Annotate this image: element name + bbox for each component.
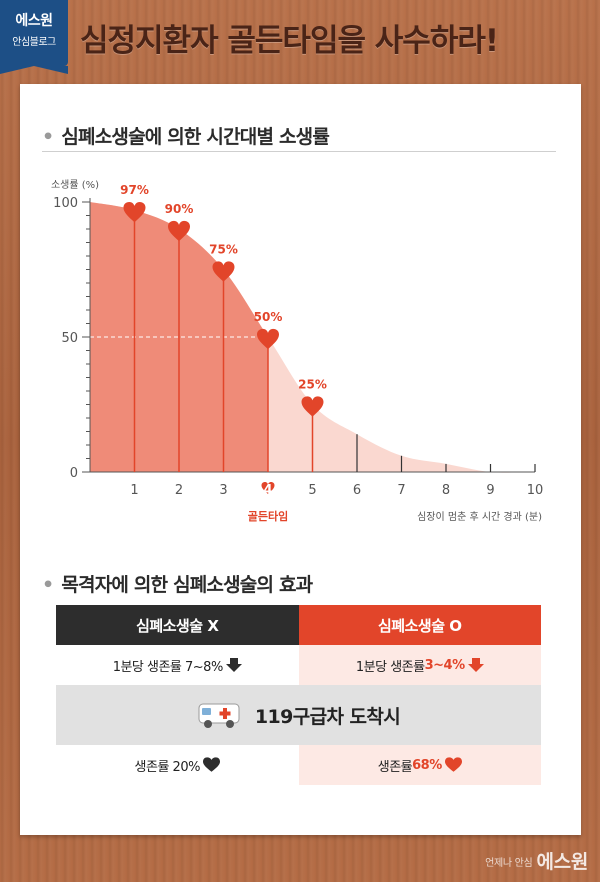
arrow-down-icon xyxy=(225,658,242,672)
ambulance-row: 119구급차 도착시 xyxy=(56,685,541,745)
infographic-card: • 심폐소생술에 의한 시간대별 소생률 0 50 100 소생률 (%) 1 2 3 4 5 6 7… xyxy=(20,84,581,835)
section-title-chart: • 심폐소생술에 의한 시간대별 소생률 xyxy=(42,122,330,149)
header-no-cpr: 심폐소생술 X xyxy=(56,605,299,645)
data-point-heart-icon xyxy=(257,328,279,350)
data-label: 75% xyxy=(209,243,238,257)
x-axis-label: 심장이 멈춘 후 시간 경과 (분) xyxy=(417,510,542,523)
survival-chart: 0 50 100 소생률 (%) 1 2 3 4 5 6 7 8 9 10 골든타임 심장이 멈춘 후 시간 … xyxy=(51,179,544,523)
footer-brand: 언제나 안심 에스원 xyxy=(485,847,588,874)
golden-time-heart-icon xyxy=(261,482,275,494)
header-cpr: 심폐소생술 O xyxy=(298,605,541,645)
data-label: 90% xyxy=(165,202,194,216)
bullet-icon: • xyxy=(42,574,54,596)
no-cpr-survival-text: 생존률 20% xyxy=(134,759,201,775)
cell-no-cpr-survival: 생존률 20% xyxy=(56,745,299,785)
page-title: 심정지환자 골든타임을 사수하라! xyxy=(80,23,499,59)
x-tick-label: 8 xyxy=(442,483,450,498)
cpr-rate-value: 3~4% xyxy=(424,657,466,673)
cpr-survival-prefix: 생존률 xyxy=(377,759,413,775)
table-header-row: 심폐소생술 X 심폐소생술 O xyxy=(56,605,541,645)
golden-time-label: 골든타임 xyxy=(248,509,288,523)
bullet-icon: • xyxy=(42,126,54,148)
data-point-heart-icon xyxy=(123,201,146,223)
x-tick-label: 4 xyxy=(263,483,272,498)
section-title-table-text: 목격자에 의한 심폐소생술의 효과 xyxy=(61,574,313,596)
cpr-rate-prefix: 1분당 생존률 xyxy=(355,659,425,675)
data-label: 50% xyxy=(254,310,283,324)
cell-cpr-survival: 생존률 68% xyxy=(298,745,541,785)
x-tick-label: 3 xyxy=(219,483,227,498)
cpr-survival-value: 68% xyxy=(412,757,442,773)
arrow-down-icon xyxy=(467,658,484,672)
x-tick-label: 6 xyxy=(353,483,361,498)
data-label: 97% xyxy=(120,183,149,197)
cell-cpr-rate: 1분당 생존률 3~4% xyxy=(298,645,541,685)
data-label: 25% xyxy=(298,378,327,392)
badge-brand: 에스원 xyxy=(15,13,53,29)
x-tick-label: 9 xyxy=(486,483,494,498)
comparison-table: 심폐소생술 X 심폐소생술 O 1분당 생존률 7~8% 1분당 생존률 3~4… xyxy=(56,605,541,785)
divider xyxy=(42,151,556,152)
heart-icon xyxy=(202,757,220,772)
x-tick-label: 10 xyxy=(527,483,544,498)
no-cpr-rate-text: 1분당 생존률 7~8% xyxy=(112,659,224,675)
ambulance-text: 119구급차 도착시 xyxy=(254,705,401,728)
y-tick-label: 100 xyxy=(53,196,78,211)
y-tick-label: 50 xyxy=(61,331,78,346)
x-tick-label: 2 xyxy=(175,483,183,498)
x-tick-label: 5 xyxy=(308,483,316,498)
blog-badge: 에스원 안심블로그 xyxy=(0,0,68,74)
table-row: 생존률 20% 생존률 68% xyxy=(56,745,541,785)
data-point-heart-icon xyxy=(168,220,190,242)
x-tick-label: 1 xyxy=(130,483,138,498)
footer-tagline: 언제나 안심 xyxy=(485,858,533,869)
y-tick-label: 0 xyxy=(70,466,78,481)
footer-logo: 에스원 xyxy=(536,851,588,873)
ambulance-icon xyxy=(198,703,240,728)
section-title-table: • 목격자에 의한 심폐소생술의 효과 xyxy=(42,570,313,597)
y-axis-label: 소생률 (%) xyxy=(51,179,99,191)
table-row: 1분당 생존률 7~8% 1분당 생존률 3~4% xyxy=(56,645,541,685)
x-tick-label: 7 xyxy=(397,483,405,498)
data-point-heart-icon xyxy=(212,261,235,282)
section-title-chart-text: 심폐소생술에 의한 시간대별 소생률 xyxy=(61,126,330,148)
badge-subtitle: 안심블로그 xyxy=(12,37,56,48)
heart-icon xyxy=(444,757,462,772)
cell-no-cpr-rate: 1분당 생존률 7~8% xyxy=(56,645,299,685)
data-point-heart-icon xyxy=(301,396,324,417)
